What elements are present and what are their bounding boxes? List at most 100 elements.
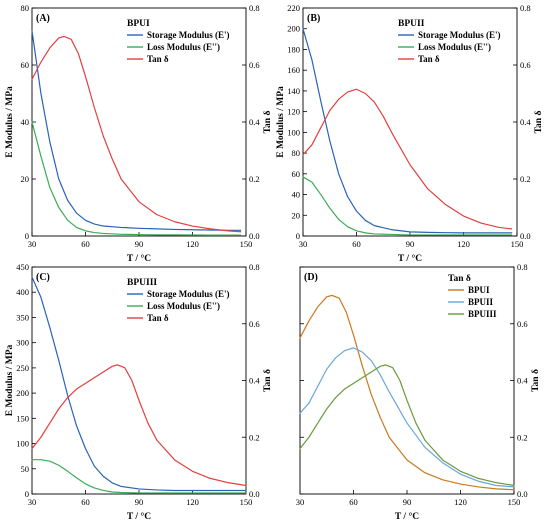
y-tick-label: 220 — [287, 3, 300, 13]
legend-entry: Tan δ — [147, 313, 169, 323]
panel-label: (B) — [307, 13, 320, 24]
x-tick-label: 30 — [299, 239, 308, 249]
y-tick-label: 180 — [287, 44, 300, 54]
legend-entry: Storage Modulus (E') — [147, 30, 230, 40]
legend-title: BPUI — [127, 19, 150, 29]
y-tick-label: 450 — [16, 262, 29, 272]
x-axis-title: T / °C — [395, 511, 419, 522]
y-tick-label: 60 — [21, 60, 30, 70]
y-tick-label: 0 — [25, 231, 29, 241]
legend-title: Tan δ — [448, 274, 471, 284]
y-tick-label: 80 — [21, 3, 30, 13]
x-tick-label: 120 — [457, 239, 470, 249]
y2-tick-label: 0.4 — [517, 376, 528, 386]
y2-tick-label: 0.4 — [249, 117, 260, 127]
y2-tick-label: 0.6 — [520, 60, 531, 70]
y2-tick-label: 0.6 — [249, 319, 260, 329]
legend-entry: BPUI — [468, 285, 490, 295]
y2-tick-label: 0.2 — [249, 174, 260, 184]
legend-entry: Loss Modulus (E'') — [147, 42, 220, 52]
series-line-1 — [31, 30, 242, 231]
y-tick-label: 250 — [16, 363, 29, 373]
legend-entry: Loss Modulus (E'') — [418, 42, 491, 52]
y2-axis-title: Tan δ — [534, 111, 544, 134]
y-axis-title: E Modulus / MPa — [5, 344, 15, 416]
y2-tick-label: 0.4 — [249, 376, 260, 386]
legend-entry: Storage Modulus (E') — [418, 30, 501, 40]
y2-tick-label: 0.8 — [249, 3, 260, 13]
y-tick-label: 200 — [287, 24, 300, 34]
series-line-2 — [302, 176, 513, 236]
y2-axis-title: Tan δ — [263, 111, 273, 134]
series-line-3 — [302, 88, 513, 230]
chart-panel-1: 30 60 90 120 150 0 20 40 60 80 0.0 0.2 0.4 0.6 0.8 T / … — [5, 3, 273, 264]
y2-axis-title: Tan δ — [531, 369, 541, 392]
series-line-2 — [31, 459, 247, 494]
y-tick-label: 80 — [292, 148, 301, 158]
series-line-1 — [302, 28, 513, 234]
legend-entry: BPUIII — [468, 309, 497, 319]
panel-label: (A) — [36, 13, 50, 24]
y-tick-label: 140 — [287, 86, 300, 96]
x-tick-label: 90 — [135, 497, 144, 507]
x-tick-label: 90 — [403, 497, 412, 507]
y2-tick-label: 0.8 — [520, 3, 531, 13]
y2-tick-label: 0.6 — [249, 60, 260, 70]
y2-tick-label: 0.0 — [517, 489, 528, 499]
x-tick-label: 120 — [454, 497, 467, 507]
y-axis-title: E Modulus / MPa — [5, 86, 15, 158]
series-line-2 — [299, 347, 515, 488]
x-tick-label: 90 — [135, 239, 144, 249]
legend-entry: Tan δ — [147, 54, 169, 64]
x-tick-label: 90 — [406, 239, 415, 249]
series-line-3 — [31, 35, 242, 233]
series-line-1 — [299, 294, 515, 491]
panel-label: (C) — [36, 272, 50, 283]
y2-tick-label: 0.2 — [249, 432, 260, 442]
legend-entry: Tan δ — [418, 54, 440, 64]
y-tick-label: 40 — [292, 190, 301, 200]
x-tick-label: 30 — [28, 497, 37, 507]
y2-axis-title: Tan δ — [263, 369, 273, 392]
series-line-3 — [299, 364, 515, 487]
series-line-1 — [31, 276, 247, 492]
x-tick-label: 60 — [81, 497, 90, 507]
y2-tick-label: 0.2 — [517, 432, 528, 442]
y-tick-label: 0 — [296, 231, 300, 241]
y2-tick-label: 0.8 — [249, 262, 260, 272]
y-tick-label: 0 — [25, 489, 29, 499]
y-axis-title: E Modulus / MPa — [276, 86, 286, 158]
legend-title: BPUII — [398, 19, 425, 29]
x-axis-title: T / °C — [127, 253, 151, 264]
y2-tick-label: 0.0 — [249, 231, 260, 241]
y2-tick-label: 0.0 — [520, 231, 531, 241]
y-tick-label: 300 — [16, 338, 29, 348]
y-tick-label: 120 — [287, 107, 300, 117]
legend-entry: BPUII — [468, 297, 494, 307]
x-tick-label: 60 — [352, 239, 361, 249]
chart-panel-2: 30 60 90 120 150 0 20 40 60 80 100 120 140 160 180 200 2… — [276, 3, 544, 264]
panel-label: (D) — [304, 272, 318, 283]
y2-tick-label: 0.2 — [520, 174, 531, 184]
x-tick-label: 150 — [240, 497, 253, 507]
y-tick-label: 40 — [21, 117, 30, 127]
y-tick-label: 350 — [16, 312, 29, 322]
y-tick-label: 400 — [16, 287, 29, 297]
x-axis-title: T / °C — [398, 253, 422, 264]
x-tick-label: 120 — [186, 239, 199, 249]
x-tick-label: 30 — [296, 497, 305, 507]
y-tick-label: 20 — [21, 174, 30, 184]
x-tick-label: 60 — [81, 239, 90, 249]
y-tick-label: 100 — [287, 127, 300, 137]
x-tick-label: 120 — [186, 497, 199, 507]
y-tick-label: 50 — [21, 464, 30, 474]
series-line-3 — [31, 364, 247, 487]
y2-tick-label: 0.8 — [517, 262, 528, 272]
legend-entry: Storage Modulus (E') — [147, 289, 230, 299]
y2-tick-label: 0.0 — [249, 489, 260, 499]
x-tick-label: 30 — [28, 239, 37, 249]
legend-entry: Loss Modulus (E'') — [147, 301, 220, 311]
x-tick-label: 150 — [508, 497, 521, 507]
